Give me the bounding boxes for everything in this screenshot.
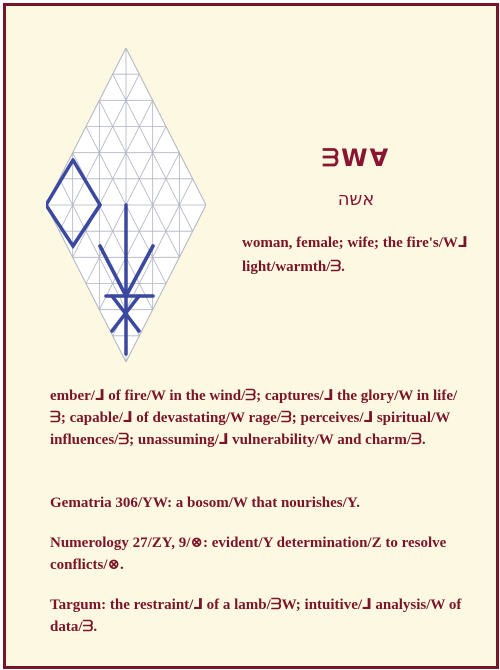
hebrew-word: אשה <box>337 189 375 210</box>
description-paragraph: ember/⅃ of fire/W in the wind/ᗱ; capture… <box>50 388 458 448</box>
numerology-paragraph: Numerology 27/ZY, 9/⊗: evident/Y determi… <box>50 535 447 573</box>
targum-paragraph: Targum: the restraint/⅃ of a lamb/ᗱW; in… <box>50 597 462 635</box>
paleo-word-title: ᗱWⱯ <box>321 144 391 172</box>
word-definition: woman, female; wife; the fire's/W⅃ light… <box>242 235 468 275</box>
letter-stroke-alef <box>71 203 102 248</box>
gematria-paragraph: Gematria 306/YW: a bosom/W that nourishe… <box>50 495 361 511</box>
letter-strokes <box>46 158 155 356</box>
letter-stroke-cross-b <box>110 294 141 333</box>
entry-card: ᗱWⱯ אשה woman, female; wife; the fire's/… <box>3 3 499 669</box>
letter-grid-diagram <box>46 48 206 362</box>
